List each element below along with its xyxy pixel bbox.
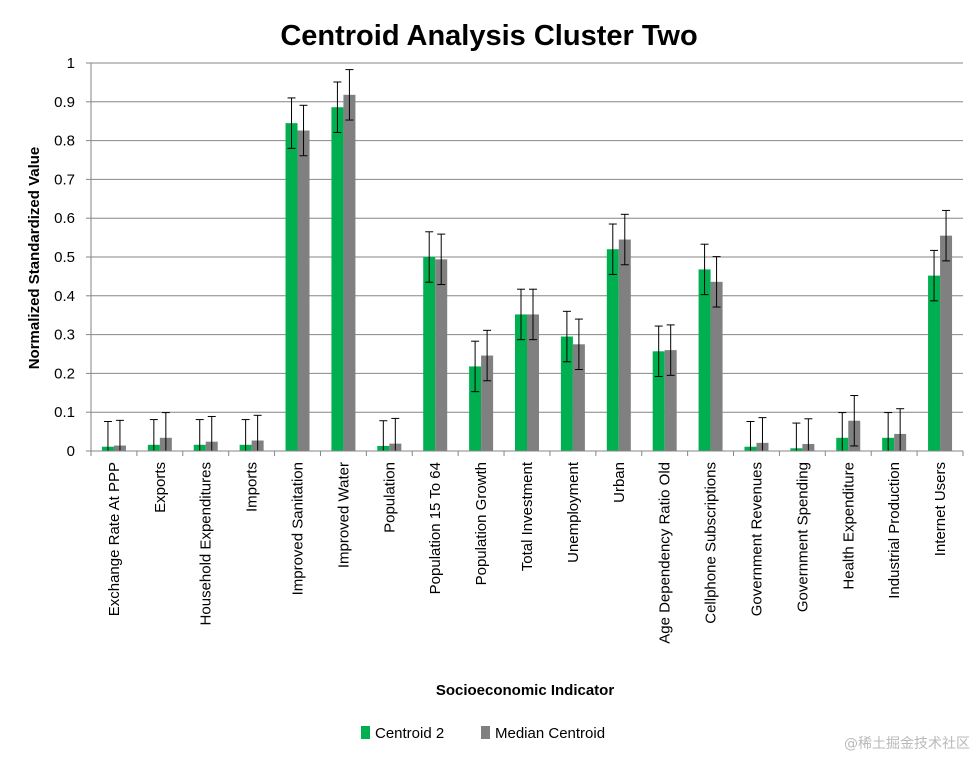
y-tick-label: 0.2 [54, 365, 75, 382]
x-category-label: Population [381, 462, 398, 533]
y-tick-label: 0 [67, 443, 75, 460]
y-tick-label: 0.6 [54, 210, 75, 227]
y-tick-label: 0.8 [54, 133, 75, 150]
y-tick-label: 0.9 [54, 94, 75, 111]
x-category-label: Imports [244, 462, 261, 512]
y-tick-label: 0.5 [54, 249, 75, 266]
x-category-label: Internet Users [932, 462, 949, 556]
x-category-label: Household Expenditures [198, 462, 215, 625]
legend-swatch [481, 726, 490, 739]
y-axis-ticks: 0 0.1 0.2 0.3 0.4 0.5 0.6 0.7 0.8 0.9 1 [54, 55, 91, 460]
legend: Centroid 2 Median Centroid [361, 725, 605, 742]
bar [285, 123, 298, 451]
bar [606, 249, 619, 451]
x-category-label: Government Revenues [748, 462, 765, 616]
bar [481, 355, 494, 451]
bar [423, 257, 436, 451]
bar [572, 344, 585, 451]
x-category-label: Unemployment [565, 461, 582, 563]
x-category-label: Exchange Rate At PPP [106, 462, 123, 616]
legend-swatch [361, 726, 370, 739]
bar [928, 275, 941, 451]
legend-label: Median Centroid [495, 725, 605, 742]
chart-title: Centroid Analysis Cluster Two [280, 20, 697, 52]
y-tick-label: 0.7 [54, 171, 75, 188]
bar [435, 259, 448, 451]
legend-label: Centroid 2 [375, 725, 444, 742]
y-axis-label: Normalized Standardized Value [26, 147, 43, 370]
x-category-label: Age Dependency Ratio Old [657, 462, 674, 644]
bar [940, 235, 953, 451]
x-axis-label: Socioeconomic Indicator [436, 682, 615, 699]
x-category-label: Population Growth [473, 462, 490, 585]
x-category-label: Health Expenditure [840, 462, 857, 590]
y-tick-label: 0.3 [54, 327, 75, 344]
x-category-label: Urban [611, 462, 628, 503]
x-category-label: Exports [152, 462, 169, 513]
bars [101, 94, 953, 452]
x-category-label: Population 15 To 64 [427, 462, 444, 594]
y-tick-label: 0.4 [54, 288, 75, 305]
bar [698, 269, 711, 451]
x-category-label: Cellphone Subscriptions [703, 462, 720, 624]
x-axis-categories: Exchange Rate At PPP Exports Household Exp… [106, 461, 949, 644]
bar [515, 314, 527, 451]
x-category-label: Total Investment [519, 461, 536, 571]
bar [527, 314, 539, 451]
x-category-label: Industrial Production [886, 462, 903, 599]
x-category-label: Improved Sanitation [290, 462, 307, 595]
gridlines [91, 62, 963, 413]
x-category-label: Improved Water [335, 462, 352, 568]
error-bars [103, 69, 951, 451]
axes [90, 63, 964, 456]
y-tick-label: 0.1 [54, 404, 75, 421]
bar [343, 94, 356, 451]
y-tick-label: 1 [67, 55, 75, 72]
bar [331, 107, 344, 452]
watermark: @稀土掘金技术社区 [844, 736, 970, 752]
bar [618, 239, 631, 451]
bar [560, 336, 573, 451]
bar [469, 366, 482, 451]
bar [297, 130, 310, 451]
x-category-label: Government Spending [794, 462, 811, 612]
bar [710, 281, 723, 451]
